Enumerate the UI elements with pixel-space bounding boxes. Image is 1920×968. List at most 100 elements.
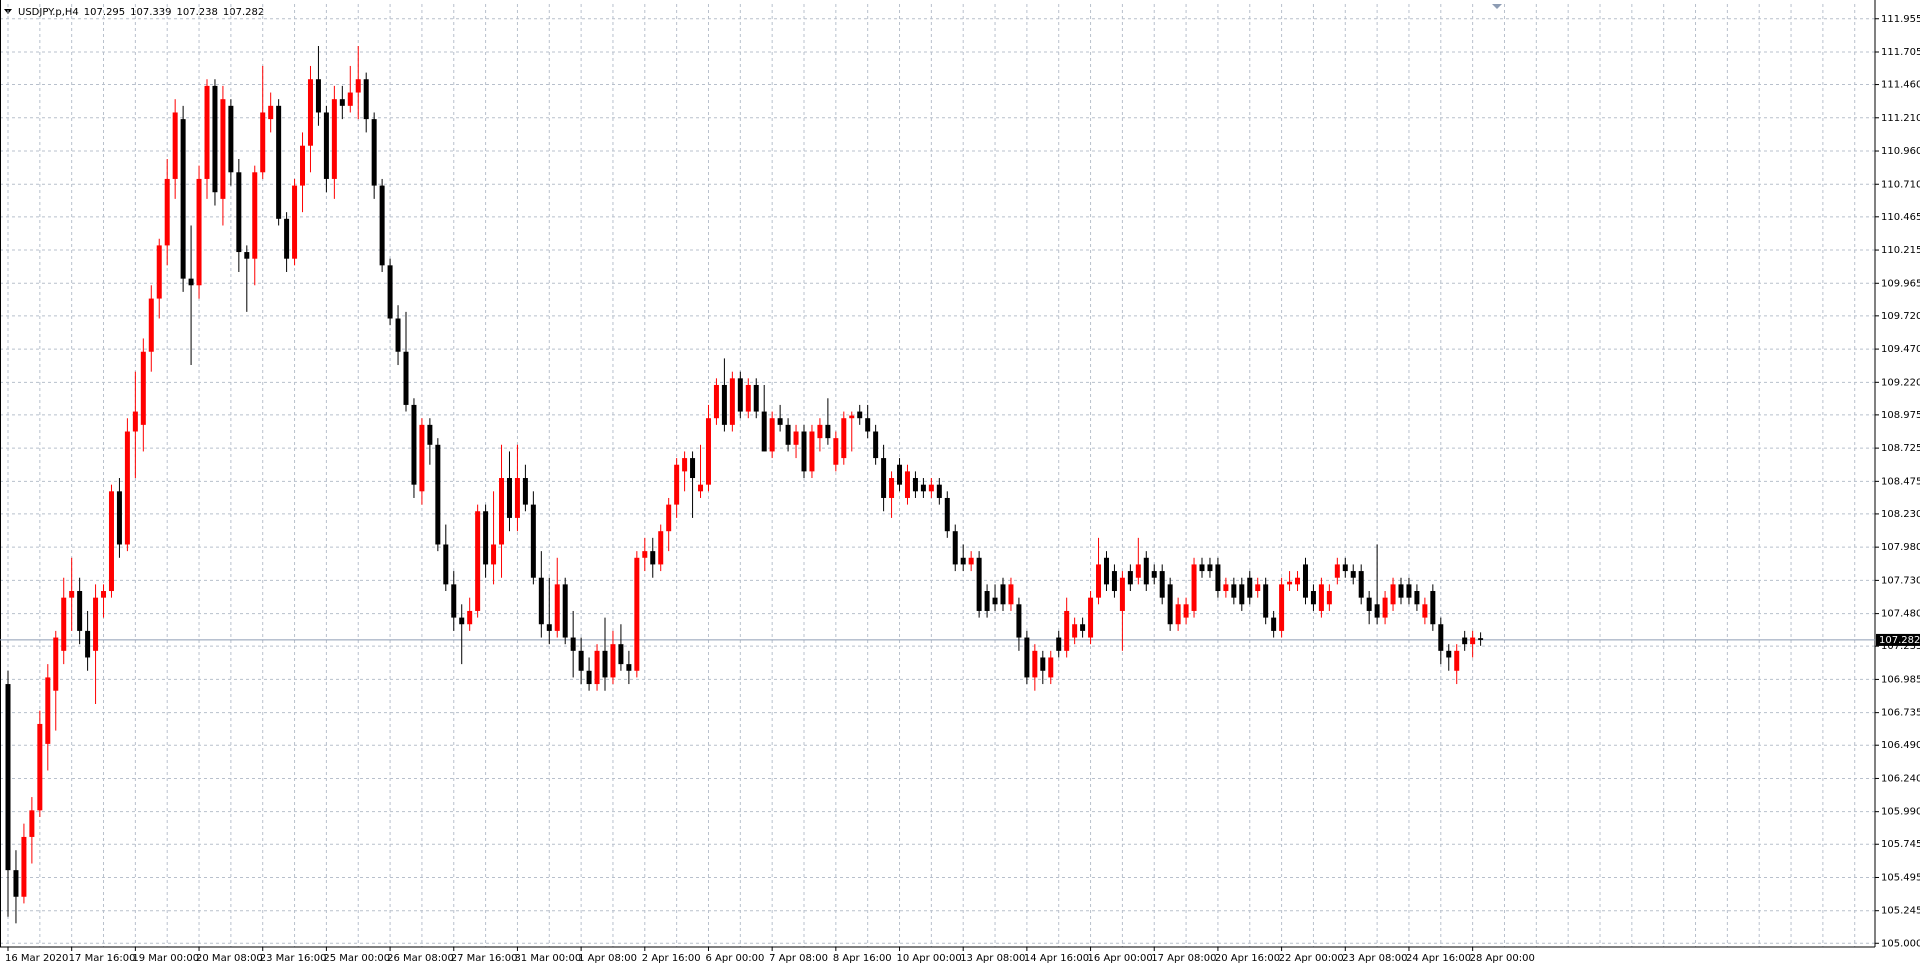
candle-body <box>1334 564 1340 578</box>
candle-body <box>347 92 353 106</box>
candle-body <box>928 484 934 492</box>
x-tick-label: 20 Apr 16:00 <box>1215 953 1280 964</box>
candle-body <box>761 411 767 452</box>
candle-body <box>1470 637 1476 645</box>
candle-body <box>1207 564 1213 572</box>
header-value: 107.282 <box>223 7 264 18</box>
candle-body <box>45 677 51 744</box>
candle-body <box>514 478 520 518</box>
y-tick-label: 105.990 <box>1881 807 1920 818</box>
candle-body <box>13 870 19 897</box>
candle-body <box>419 424 425 492</box>
candle-body <box>562 584 568 638</box>
header-value: 107.295 <box>84 7 125 18</box>
candle-body <box>793 431 799 445</box>
candle-body <box>1024 637 1030 678</box>
candle-body <box>570 637 576 651</box>
y-tick-label: 111.460 <box>1881 80 1920 91</box>
candle-body <box>506 478 512 518</box>
candle-body <box>602 650 608 678</box>
candle-body <box>37 723 43 811</box>
candle-body <box>164 178 170 246</box>
candle-body <box>713 384 719 419</box>
candle-body <box>785 424 791 445</box>
candle-body <box>809 431 815 472</box>
candle-body <box>1008 584 1014 605</box>
y-tick-label: 110.710 <box>1881 179 1920 190</box>
candle-body <box>323 112 329 179</box>
candle-body <box>594 650 600 685</box>
candle-body <box>1279 584 1285 631</box>
x-tick-label: 17 Mar 16:00 <box>69 953 136 964</box>
x-tick-label: 23 Apr 08:00 <box>1342 953 1407 964</box>
candle-body <box>180 119 186 279</box>
candle-body <box>992 597 998 605</box>
candle-body <box>873 431 879 459</box>
x-tick-label: 14 Apr 16:00 <box>1024 953 1089 964</box>
y-tick-label: 111.705 <box>1881 47 1920 58</box>
candle-body <box>1255 584 1261 592</box>
candle-body <box>1398 584 1404 598</box>
candle-body <box>252 172 258 259</box>
candle-body <box>77 591 83 631</box>
candle-body <box>889 478 895 498</box>
y-tick-label: 106.735 <box>1881 708 1920 719</box>
candle-body <box>801 431 807 472</box>
current-price-box <box>1876 633 1920 646</box>
candle-body <box>817 424 823 439</box>
y-tick-label: 108.230 <box>1881 509 1920 520</box>
candle-body <box>618 644 624 665</box>
candle-body <box>61 597 67 651</box>
candle-body <box>140 351 146 425</box>
candle-body <box>1231 584 1237 598</box>
candle-body <box>1127 571 1133 585</box>
x-tick-label: 28 Apr 00:00 <box>1470 953 1535 964</box>
candle-body <box>1390 584 1396 605</box>
candle-body <box>530 504 536 578</box>
candle-body <box>944 497 950 532</box>
x-tick-label: 6 Apr 00:00 <box>705 953 764 964</box>
candle-body <box>721 384 727 425</box>
candle-body <box>1183 604 1189 618</box>
y-tick-label: 106.985 <box>1881 674 1920 685</box>
x-tick-label: 27 Mar 16:00 <box>451 953 518 964</box>
x-tick-label: 19 Mar 00:00 <box>132 953 199 964</box>
y-tick-label: 108.475 <box>1881 476 1920 487</box>
candle-body <box>108 491 114 592</box>
candle-body <box>292 185 298 259</box>
candle-body <box>658 531 664 565</box>
candle-body <box>1072 624 1078 638</box>
candle-body <box>284 218 290 259</box>
candle-body <box>1247 577 1253 598</box>
y-tick-label: 107.730 <box>1881 575 1920 586</box>
candle-body <box>483 511 489 565</box>
candle-body <box>443 544 449 585</box>
y-tick-label: 105.245 <box>1881 906 1920 917</box>
candle-body <box>1422 604 1428 618</box>
candle-body <box>610 644 616 678</box>
candle-body <box>538 577 544 625</box>
x-tick-label: 23 Mar 16:00 <box>260 953 327 964</box>
candle-body <box>546 624 552 631</box>
candle-body <box>1064 610 1070 651</box>
candle-body <box>936 484 942 498</box>
candle-body <box>634 557 640 671</box>
y-tick-label: 107.980 <box>1881 542 1920 553</box>
x-tick-label: 1 Apr 08:00 <box>578 953 637 964</box>
candle-body <box>435 444 441 545</box>
candle-body <box>912 478 918 492</box>
candle-body <box>196 178 202 286</box>
candle-body <box>172 112 178 179</box>
candle-body <box>1032 650 1038 678</box>
x-tick-label: 26 Mar 08:00 <box>387 953 454 964</box>
candle-body <box>1175 604 1181 625</box>
candle-body <box>1382 597 1388 618</box>
y-tick-label: 109.470 <box>1881 344 1920 355</box>
candle-body <box>1302 564 1308 598</box>
y-tick-label: 110.215 <box>1881 245 1920 256</box>
candle-body <box>1271 617 1277 631</box>
candle-body <box>650 551 656 565</box>
candle-body <box>1478 638 1484 640</box>
x-tick-label: 16 Mar 2020 <box>5 953 68 964</box>
